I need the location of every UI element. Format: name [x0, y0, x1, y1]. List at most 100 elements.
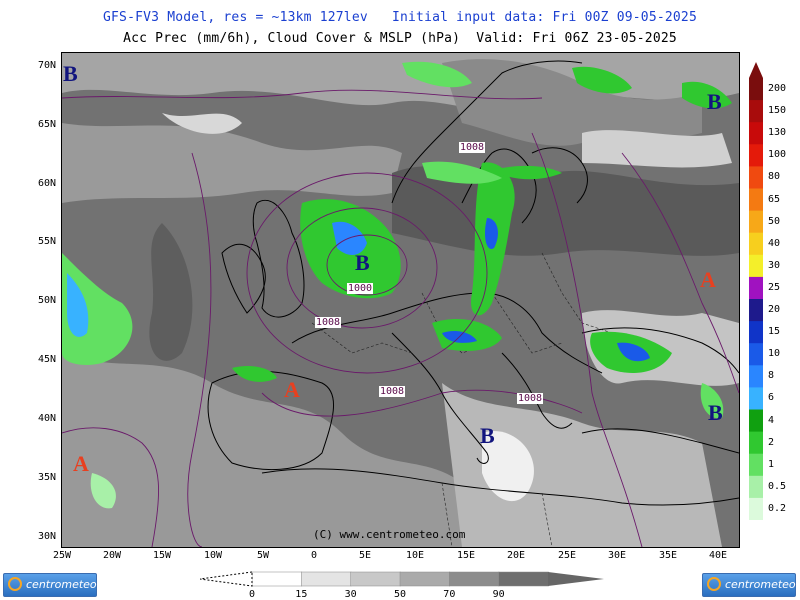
cloud-colorbar-left-cap: [200, 571, 253, 587]
lat-label: 65N: [37, 119, 56, 130]
colorbar-label: 0.5: [768, 480, 787, 492]
colorbar-label: 200: [768, 83, 787, 95]
border-line: [541, 252, 613, 334]
colorbar-cap-triangle: [749, 62, 763, 78]
border-line: [311, 322, 413, 354]
lon-label: 40E: [708, 550, 728, 561]
isobar-label: 1008: [315, 317, 342, 328]
isobar-line: [261, 389, 583, 417]
isobar-line: [187, 152, 212, 547]
precip-colorbar: [749, 62, 763, 520]
border-line: [541, 492, 553, 547]
high-pressure-marker: A: [73, 451, 89, 476]
cloud-mediterranean: [442, 383, 722, 547]
cloud-colorbar-swatch: [301, 571, 352, 587]
precip-morocco: [90, 473, 116, 509]
lon-label: 5E: [358, 550, 372, 561]
colorbar-swatch: [749, 276, 763, 300]
lat-label: 70N: [37, 60, 56, 71]
lat-label: 50N: [37, 295, 56, 306]
coast-italy: [391, 332, 489, 464]
cloud-atlantic-band: [149, 223, 193, 361]
map-subtitle: Acc Prec (mm/6h), Cloud Cover & MSLP (hP…: [123, 31, 677, 46]
colorbar-swatch: [749, 497, 763, 520]
cloud-colorbar-swatch: [350, 571, 401, 587]
colorbar-swatch: [749, 365, 763, 388]
logo-icon: [707, 577, 721, 591]
lon-label: 10W: [203, 550, 223, 561]
lon-label: 35E: [658, 550, 678, 561]
low-pressure-marker: B: [707, 89, 722, 114]
cloud-colorbar-swatch: [449, 571, 500, 587]
precip-atlantic-core: [67, 273, 89, 337]
lon-label: 25E: [557, 550, 577, 561]
cloud-light-patch: [162, 113, 242, 134]
colorbar-label: 10: [768, 348, 781, 360]
cloud-colorbar-right-cap: [548, 572, 604, 586]
colorbar-swatch: [749, 409, 763, 433]
precip-east-north: [682, 81, 732, 109]
colorbar-label: 150: [768, 105, 787, 117]
logo-text: centrometeo: [725, 578, 796, 591]
cloud-colorbar-label: 0: [248, 589, 256, 600]
precipitation-layer: [62, 61, 732, 509]
country-borders: [311, 252, 613, 547]
cloud-colorbar-label: 15: [295, 589, 308, 600]
cloud-colorbar-label: 30: [344, 589, 357, 600]
colorbar-label: 20: [768, 304, 781, 316]
isobar-label: 1008: [517, 393, 544, 404]
lon-label: 15W: [152, 550, 172, 561]
border-line: [441, 482, 453, 547]
centrometeo-logo-right[interactable]: centrometeo: [702, 573, 796, 597]
precip-baltic-core: [484, 218, 498, 249]
cloud-colorbar-label: 70: [443, 589, 456, 600]
lon-label: 0: [310, 550, 318, 561]
lat-label: 40N: [37, 413, 56, 424]
isobars: [62, 89, 739, 547]
low-pressure-marker: B: [708, 400, 723, 425]
coast-north-africa: [261, 468, 739, 506]
colorbar-label: 50: [768, 215, 781, 227]
coast-turkey: [581, 428, 739, 454]
colorbar-label: 15: [768, 326, 781, 338]
colorbar-label: 30: [768, 259, 781, 271]
precip-finland-band: [502, 165, 562, 180]
colorbar-label: 2: [768, 436, 775, 448]
colorbar-swatch: [749, 387, 763, 410]
copyright-text: (C) www.centrometeo.com: [313, 528, 466, 541]
isobar-label: 1008: [459, 142, 486, 153]
precip-caucasus-core: [617, 342, 650, 362]
lon-label: 25W: [52, 550, 72, 561]
coast-ireland: [221, 243, 266, 314]
isobar-label: 1000: [347, 283, 374, 294]
precip-biscay: [232, 366, 277, 382]
lon-label: 10E: [405, 550, 425, 561]
model-title: GFS-FV3 Model, res = ~13km 127lev Initia…: [103, 10, 697, 25]
isobar-label: 1008: [379, 386, 406, 397]
coast-finland: [531, 147, 588, 204]
colorbar-label: 0.2: [768, 502, 787, 514]
cloud-colorbar-label: 50: [393, 589, 407, 600]
colorbar-swatch: [749, 453, 763, 477]
border-line: [491, 292, 563, 354]
colorbar-swatch: [749, 100, 763, 123]
isobar-line: [62, 427, 159, 547]
lon-label: 20W: [102, 550, 122, 561]
cloud-clear-spot: [482, 431, 534, 502]
colorbar-label: 25: [768, 281, 781, 293]
low-pressure-marker: B: [480, 423, 495, 448]
colorbar-label: 6: [768, 392, 775, 404]
precip-scand-band: [422, 161, 502, 184]
isobar-line: [326, 234, 408, 296]
centrometeo-logo-left[interactable]: centrometeo: [3, 573, 97, 597]
colorbar-label: 80: [768, 171, 781, 183]
border-line: [421, 292, 493, 354]
isobar-line: [531, 132, 643, 547]
colorbar-swatch: [749, 254, 763, 278]
colorbar-swatch: [749, 321, 763, 344]
cloud-scandinavia: [442, 59, 702, 146]
colorbar-swatch: [749, 144, 763, 167]
colorbar-swatch: [749, 431, 763, 455]
high-pressure-marker: A: [284, 377, 300, 402]
lon-label: 5W: [256, 550, 270, 561]
